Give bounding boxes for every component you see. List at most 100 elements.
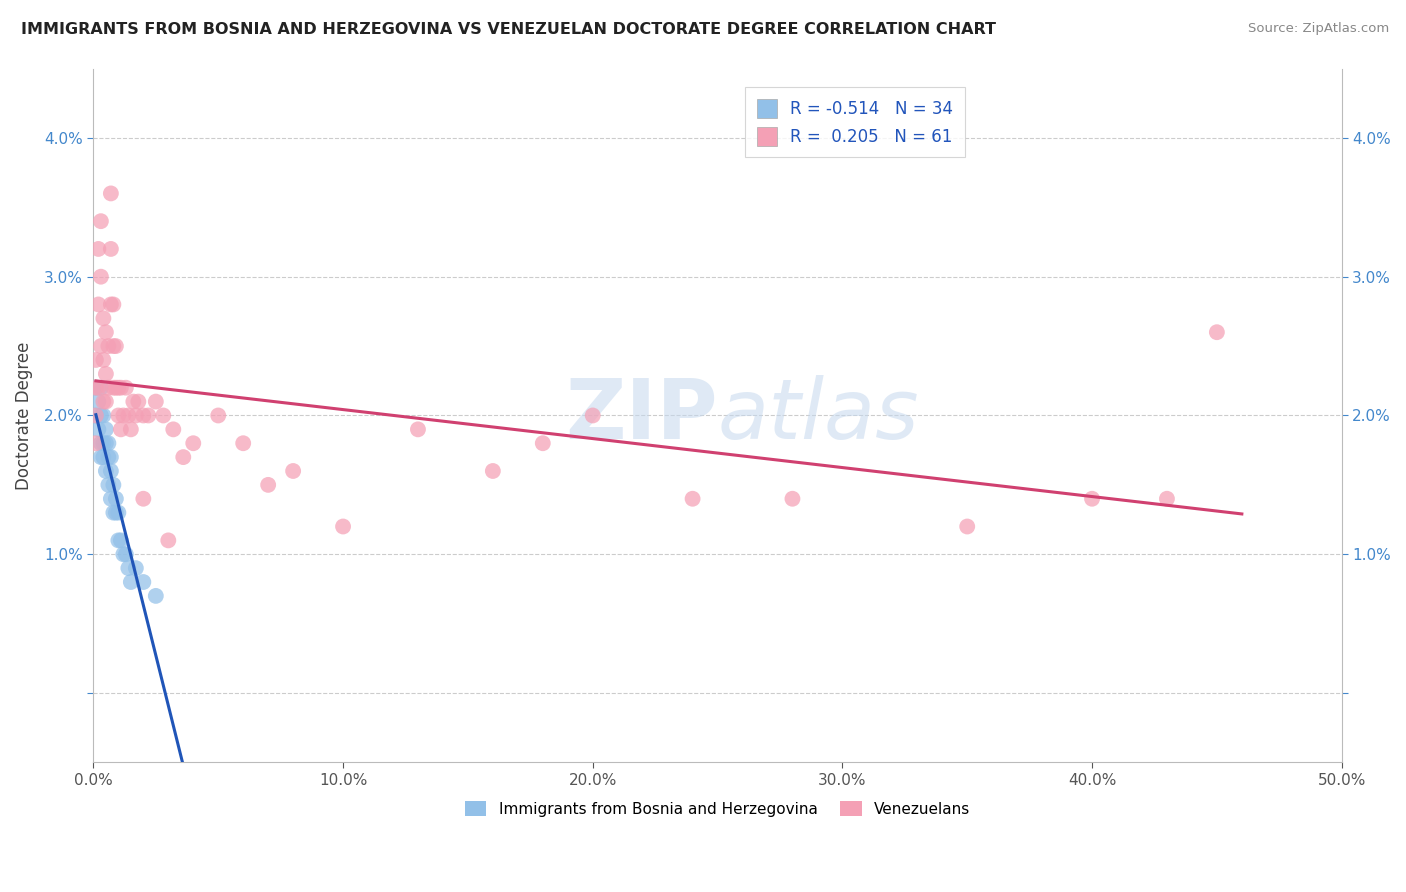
Point xyxy=(103,339,125,353)
Point xyxy=(107,506,129,520)
Point xyxy=(1205,325,1227,339)
Y-axis label: Doctorate Degree: Doctorate Degree xyxy=(15,342,32,490)
Point xyxy=(120,574,142,589)
Point xyxy=(1156,491,1178,506)
Point xyxy=(90,214,112,228)
Point xyxy=(107,409,129,423)
Point xyxy=(103,381,125,395)
Point xyxy=(122,394,145,409)
Point xyxy=(782,491,804,506)
Point xyxy=(406,422,429,436)
Point xyxy=(104,381,127,395)
Text: ZIP: ZIP xyxy=(565,375,717,456)
Point xyxy=(145,394,167,409)
Text: IMMIGRANTS FROM BOSNIA AND HERZEGOVINA VS VENEZUELAN DOCTORATE DEGREE CORRELATIO: IMMIGRANTS FROM BOSNIA AND HERZEGOVINA V… xyxy=(21,22,995,37)
Point xyxy=(93,409,115,423)
Point xyxy=(125,409,148,423)
Point xyxy=(482,464,505,478)
Point xyxy=(90,339,112,353)
Point xyxy=(97,436,120,450)
Point xyxy=(100,186,122,201)
Point xyxy=(100,464,122,478)
Point xyxy=(162,422,184,436)
Point xyxy=(94,367,117,381)
Point xyxy=(103,478,125,492)
Point xyxy=(90,381,112,395)
Point xyxy=(232,436,254,450)
Point xyxy=(112,547,135,561)
Point xyxy=(87,394,110,409)
Point xyxy=(94,325,117,339)
Point xyxy=(132,409,155,423)
Point xyxy=(157,533,180,548)
Point xyxy=(97,450,120,464)
Point xyxy=(87,422,110,436)
Text: atlas: atlas xyxy=(717,375,920,456)
Point xyxy=(103,297,125,311)
Point xyxy=(110,381,132,395)
Point xyxy=(117,561,139,575)
Point xyxy=(94,436,117,450)
Point xyxy=(93,450,115,464)
Point xyxy=(100,491,122,506)
Point xyxy=(100,450,122,464)
Point xyxy=(87,381,110,395)
Point xyxy=(84,409,107,423)
Point xyxy=(93,311,115,326)
Point xyxy=(87,297,110,311)
Point xyxy=(115,547,138,561)
Point xyxy=(110,533,132,548)
Point xyxy=(281,464,304,478)
Point xyxy=(332,519,354,533)
Point xyxy=(87,242,110,256)
Point xyxy=(97,339,120,353)
Point xyxy=(93,436,115,450)
Point xyxy=(107,381,129,395)
Point xyxy=(90,269,112,284)
Point xyxy=(112,409,135,423)
Point xyxy=(257,478,280,492)
Legend: Immigrants from Bosnia and Herzegovina, Venezuelans: Immigrants from Bosnia and Herzegovina, … xyxy=(457,793,977,824)
Text: Source: ZipAtlas.com: Source: ZipAtlas.com xyxy=(1249,22,1389,36)
Point xyxy=(152,409,174,423)
Point xyxy=(104,491,127,506)
Point xyxy=(956,519,979,533)
Point xyxy=(103,506,125,520)
Point xyxy=(84,436,107,450)
Point xyxy=(132,574,155,589)
Point xyxy=(94,394,117,409)
Point xyxy=(207,409,229,423)
Point xyxy=(125,561,148,575)
Point xyxy=(132,491,155,506)
Point xyxy=(84,381,107,395)
Point xyxy=(84,353,107,368)
Point xyxy=(97,478,120,492)
Point xyxy=(100,297,122,311)
Point xyxy=(90,450,112,464)
Point xyxy=(94,464,117,478)
Point xyxy=(90,409,112,423)
Point xyxy=(582,409,605,423)
Point xyxy=(1081,491,1104,506)
Point xyxy=(682,491,704,506)
Point xyxy=(117,409,139,423)
Point xyxy=(84,381,107,395)
Point xyxy=(90,436,112,450)
Point xyxy=(93,353,115,368)
Point xyxy=(104,506,127,520)
Point xyxy=(110,422,132,436)
Point xyxy=(115,381,138,395)
Point xyxy=(107,533,129,548)
Point xyxy=(84,409,107,423)
Point xyxy=(145,589,167,603)
Point xyxy=(127,394,149,409)
Point xyxy=(181,436,204,450)
Point xyxy=(136,409,159,423)
Point xyxy=(531,436,554,450)
Point xyxy=(120,422,142,436)
Point xyxy=(94,422,117,436)
Point xyxy=(100,242,122,256)
Point xyxy=(104,339,127,353)
Point xyxy=(172,450,194,464)
Point xyxy=(97,381,120,395)
